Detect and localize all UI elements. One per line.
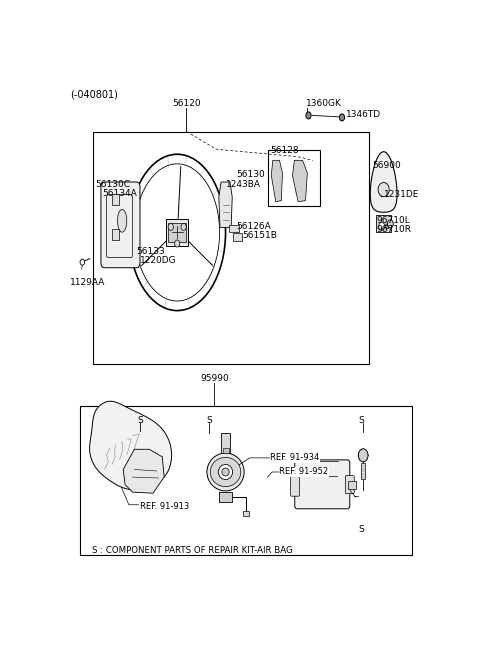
Text: S: S <box>206 416 212 425</box>
Circle shape <box>168 223 173 231</box>
Bar <box>233 233 242 241</box>
Polygon shape <box>123 449 164 493</box>
Bar <box>112 194 119 204</box>
Bar <box>112 229 119 240</box>
Text: S: S <box>359 525 364 534</box>
Polygon shape <box>90 402 172 490</box>
Text: REF. 91-913: REF. 91-913 <box>140 502 189 511</box>
Bar <box>81 406 411 555</box>
Polygon shape <box>271 160 282 202</box>
Bar <box>168 223 186 242</box>
Bar <box>223 448 228 453</box>
Bar <box>243 512 249 516</box>
Circle shape <box>339 114 345 121</box>
Text: 1129AA: 1129AA <box>71 278 106 287</box>
Bar <box>219 492 232 502</box>
Circle shape <box>385 224 389 229</box>
Bar <box>348 481 356 489</box>
Circle shape <box>387 220 393 228</box>
Text: 56151B: 56151B <box>242 231 277 240</box>
Text: 96710L: 96710L <box>376 216 410 225</box>
Ellipse shape <box>210 457 241 487</box>
Bar <box>221 433 230 453</box>
Text: S: S <box>359 416 364 425</box>
Circle shape <box>181 223 186 231</box>
Ellipse shape <box>207 453 244 491</box>
Circle shape <box>379 222 385 231</box>
FancyBboxPatch shape <box>295 460 350 509</box>
Text: REF. 91-934: REF. 91-934 <box>270 453 319 462</box>
Polygon shape <box>370 152 397 212</box>
Text: REF. 91-952: REF. 91-952 <box>279 468 329 476</box>
Ellipse shape <box>222 468 229 476</box>
Text: 56128: 56128 <box>270 145 299 155</box>
Text: 56133: 56133 <box>136 246 165 255</box>
Text: 1346TD: 1346TD <box>347 111 382 119</box>
Text: 56120: 56120 <box>172 100 201 108</box>
Text: (-040801): (-040801) <box>71 90 118 100</box>
Bar <box>376 215 391 233</box>
Bar <box>94 132 369 364</box>
Polygon shape <box>292 160 307 202</box>
Text: 56130: 56130 <box>237 170 265 179</box>
Text: 1243BA: 1243BA <box>226 180 261 189</box>
Text: 95990: 95990 <box>200 374 229 383</box>
Polygon shape <box>219 182 232 227</box>
FancyBboxPatch shape <box>290 476 300 496</box>
Circle shape <box>175 240 180 247</box>
Circle shape <box>80 259 84 265</box>
Text: 96710R: 96710R <box>376 225 411 234</box>
Ellipse shape <box>218 464 233 479</box>
Text: S: S <box>137 416 143 425</box>
Bar <box>268 150 321 206</box>
Text: 1360GK: 1360GK <box>305 100 341 108</box>
Text: 56130C: 56130C <box>96 180 131 189</box>
Circle shape <box>306 112 311 119</box>
Bar <box>229 225 239 233</box>
Bar <box>361 464 365 479</box>
Ellipse shape <box>378 183 389 196</box>
Text: 56900: 56900 <box>372 161 401 170</box>
Text: 1220DG: 1220DG <box>140 255 177 265</box>
Ellipse shape <box>118 210 127 232</box>
Bar <box>167 219 188 246</box>
Text: 1231DE: 1231DE <box>384 190 419 199</box>
Circle shape <box>359 449 368 462</box>
Text: S : COMPONENT PARTS OF REPAIR KIT-AIR BAG: S : COMPONENT PARTS OF REPAIR KIT-AIR BA… <box>92 546 292 555</box>
Text: 56126A: 56126A <box>237 223 272 231</box>
Text: 56134A: 56134A <box>103 189 138 198</box>
FancyBboxPatch shape <box>101 182 140 268</box>
FancyBboxPatch shape <box>345 476 354 494</box>
